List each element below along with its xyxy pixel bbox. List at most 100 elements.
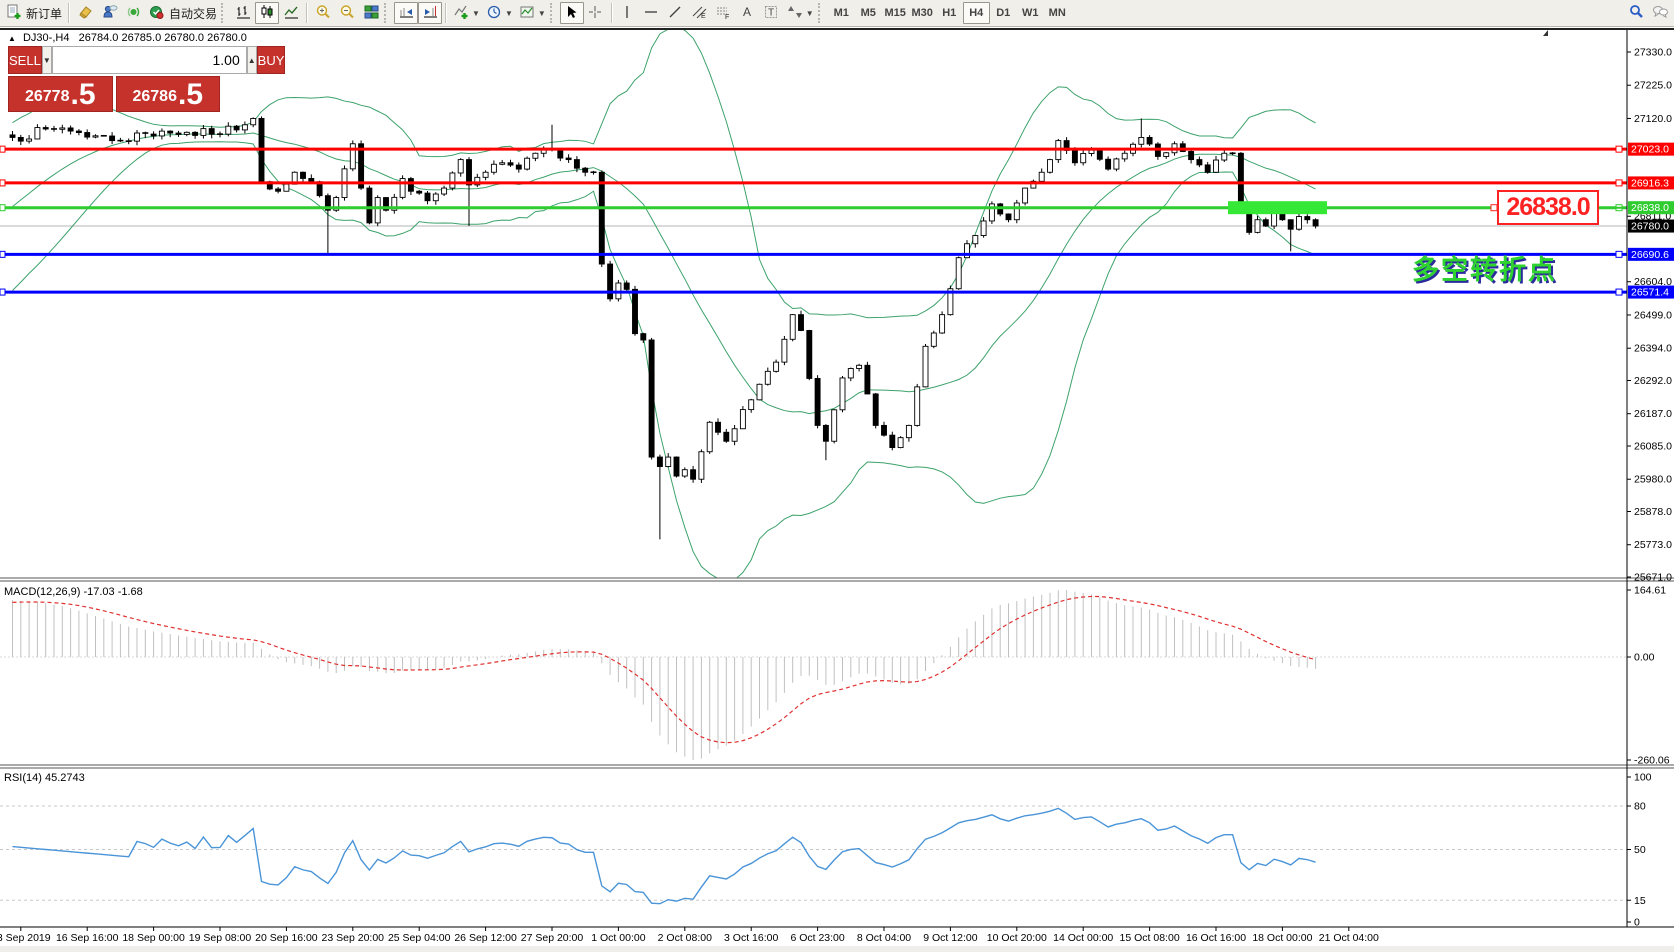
rsi-line [12,807,1316,905]
crosshair-button[interactable] [584,2,608,24]
price-tick-label: 25671.0 [1634,572,1672,584]
tile-windows-button[interactable] [359,2,383,24]
candle-bear [1287,219,1294,230]
price-tick-label: 26085.0 [1634,440,1672,452]
volume-decrease-button[interactable]: ▼ [41,46,52,74]
hline-right-anchor[interactable] [1615,288,1623,296]
candle-bear [648,339,655,458]
bar-chart-button[interactable] [231,2,255,24]
time-tick-label: 20 Sep 16:00 [255,932,318,944]
autotrade-icon [148,4,165,23]
candle-bear [1188,151,1195,161]
panel-collapse-icon[interactable]: ▲ [8,34,16,43]
sell-button[interactable]: SELL [8,46,42,74]
time-tick-label: 2 Oct 08:00 [658,932,712,944]
timeframe-m15-button[interactable]: M15 [884,7,906,19]
text-button[interactable]: A [736,2,760,24]
search-button[interactable] [1624,2,1648,24]
horizontal-line-button[interactable] [640,2,664,24]
toolbar-separator [68,3,71,23]
timeframe-w1-button[interactable]: W1 [1021,7,1039,19]
candle-bear [822,424,829,442]
line-chart-button[interactable] [279,2,303,24]
hline-left-anchor[interactable] [0,145,6,153]
hline-right-anchor[interactable] [1615,250,1623,258]
candle-bear [881,424,887,436]
candles-icon [259,4,276,23]
timeframe-m30-button[interactable]: M30 [911,7,933,19]
autotrading-button[interactable]: 自动交易 [145,2,220,24]
vertical-line-button[interactable] [616,2,640,24]
turning-point-annotation: 多空转折点 [1412,255,1557,285]
volume-increase-button[interactable]: ▲ [246,46,257,74]
price-tick-label: 26604.0 [1634,276,1672,288]
fibonacci-button[interactable]: F [712,2,736,24]
timeframe-h1-button[interactable]: H1 [942,7,957,19]
svg-text:A: A [743,5,751,19]
zoom-in-button[interactable] [311,2,335,24]
market-watch-button[interactable] [73,2,97,24]
price-tick-label: 26187.0 [1634,408,1672,420]
candle-bear [872,393,879,426]
search-icon [1628,4,1645,23]
buy-price-display[interactable]: 26786.5 [115,76,220,112]
candle-chart-button[interactable] [255,2,280,24]
volume-input[interactable] [51,46,247,74]
support-highlight-rect[interactable] [1228,201,1327,215]
data-window-button[interactable] [97,2,121,24]
hline-right-anchor[interactable] [1615,145,1623,153]
rsi-axis-label: 15 [1634,895,1646,907]
channel-icon: E [691,4,708,23]
candle-bull [524,157,531,170]
timeframe-m5-button[interactable]: M5 [860,7,876,19]
timeframe-mn-button[interactable]: MN [1048,7,1066,19]
timeframe-m1-button[interactable]: M1 [833,7,849,19]
candle-bear [366,187,373,224]
hline-left-anchor[interactable] [0,179,6,187]
hline-right-anchor[interactable] [1615,179,1623,187]
time-tick-label: 18 Sep 00:00 [122,932,185,944]
candle-bull [665,456,672,468]
chart-shift-button[interactable] [418,2,443,24]
arrows-button[interactable]: ▼ [784,2,817,24]
label-button[interactable]: T [760,2,784,24]
cursor-button[interactable] [559,2,584,24]
price-badge-label: 27023.0 [1631,144,1669,156]
chart-title: ▲ DJ30-,H4 26784.0 26785.0 26780.0 26780… [8,32,247,44]
zoom-out-button[interactable] [335,2,359,24]
indicators-button[interactable]: ▼ [450,2,483,24]
time-tick-label: 9 Oct 12:00 [923,932,977,944]
buy-button[interactable]: BUY [256,46,286,74]
price-badge [1628,142,1674,156]
timeframe-h4-button[interactable]: H4 [962,2,990,24]
hline-icon [643,4,660,23]
hline-left-anchor[interactable] [0,288,6,296]
candle-bull [374,197,381,224]
candle-bull [905,424,912,439]
templates-button[interactable]: ▼ [516,2,549,24]
periods-button[interactable]: ▼ [483,2,516,24]
timeframe-d1-button[interactable]: D1 [996,7,1011,19]
new-order-button[interactable]: 新订单 [2,2,65,24]
auto-scroll-button[interactable] [394,2,419,24]
macd-axis-label: 0.00 [1634,652,1655,664]
sell-price-display[interactable]: 26778.5 [8,76,113,112]
chat-button[interactable] [1648,2,1672,24]
bollinger-lower-band[interactable] [12,141,1316,582]
trendline-button[interactable] [664,2,688,24]
axis-scroll-marker[interactable] [1543,30,1548,36]
new-order-button-label: 新订单 [26,6,63,21]
toolbar-separator [445,3,448,23]
price-flag-26838[interactable]: 26838.0 [1497,190,1599,225]
chart-symbol-period: DJ30-,H4 [22,32,70,44]
hline-left-anchor[interactable] [0,204,6,212]
candle-bear [1179,143,1186,152]
candle-bear [358,143,365,189]
candle-bear [607,263,614,300]
linechart-icon [283,4,300,23]
hline-left-anchor[interactable] [0,250,6,258]
price-tick-label: 25878.0 [1634,506,1672,518]
time-tick-label: 25 Sep 04:00 [388,932,451,944]
navigator-button[interactable] [121,2,145,24]
channel-button[interactable]: E [688,2,712,24]
